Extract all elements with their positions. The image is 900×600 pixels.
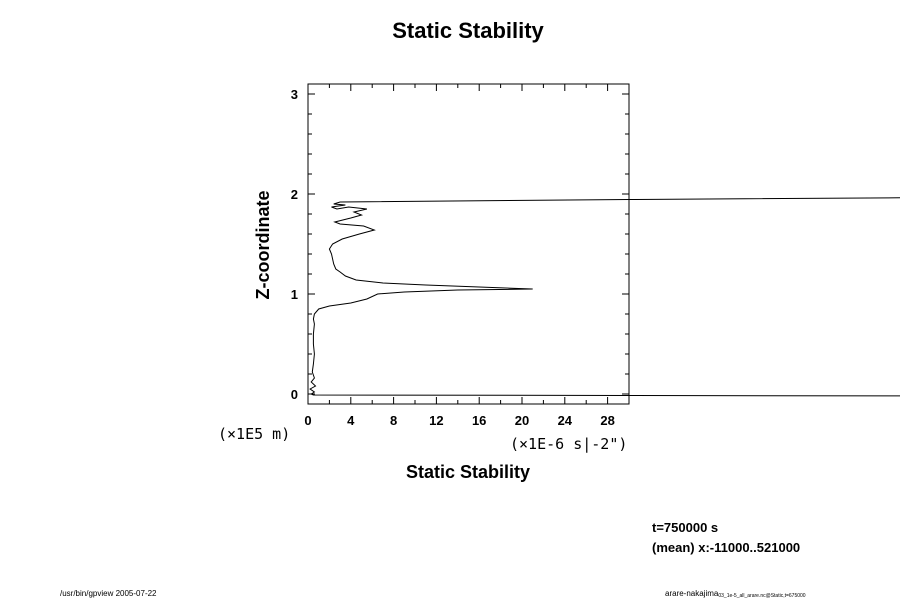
plot-frame <box>307 83 630 405</box>
time-info: t=750000 s <box>652 520 718 535</box>
mean-info: (mean) x:-11000..521000 <box>652 540 800 555</box>
y-tick-label: 1 <box>291 287 298 302</box>
footer-right-sub: 03_1e-5_all_arare.nc@Static,t=675000 <box>718 593 805 599</box>
static-stability-profile-line <box>309 197 900 397</box>
y-axis-tick-labels: 0 1 2 3 <box>291 87 298 402</box>
x-tick-label: 28 <box>600 413 614 428</box>
footer-right-main: arare-nakajima <box>665 589 719 598</box>
chart-title: Static Stability <box>392 18 544 43</box>
x-axis-unit: (×1E-6 s|-2") <box>510 435 627 453</box>
y-axis-ticks <box>308 93 629 395</box>
x-axis-label: Static Stability <box>406 462 530 482</box>
x-tick-label: 4 <box>347 413 355 428</box>
x-axis-tick-labels: 0 4 8 12 16 20 24 28 <box>304 413 614 428</box>
footer-right: arare-nakajima03_1e-5_all_arare.nc@Stati… <box>665 589 806 599</box>
x-tick-label: 12 <box>429 413 443 428</box>
y-tick-label: 3 <box>291 87 298 102</box>
y-tick-label: 0 <box>291 387 298 402</box>
x-tick-label: 16 <box>472 413 486 428</box>
y-axis-label: Z-coordinate <box>253 190 273 299</box>
x-tick-label: 8 <box>390 413 397 428</box>
y-tick-label: 2 <box>291 187 298 202</box>
x-axis-ticks <box>307 84 630 404</box>
x-tick-label: 20 <box>515 413 529 428</box>
x-tick-label: 0 <box>304 413 311 428</box>
y-axis-unit: (×1E5 m) <box>218 425 290 443</box>
footer-left: /usr/bin/gpview 2005-07-22 <box>60 589 157 598</box>
x-tick-label: 24 <box>558 413 573 428</box>
